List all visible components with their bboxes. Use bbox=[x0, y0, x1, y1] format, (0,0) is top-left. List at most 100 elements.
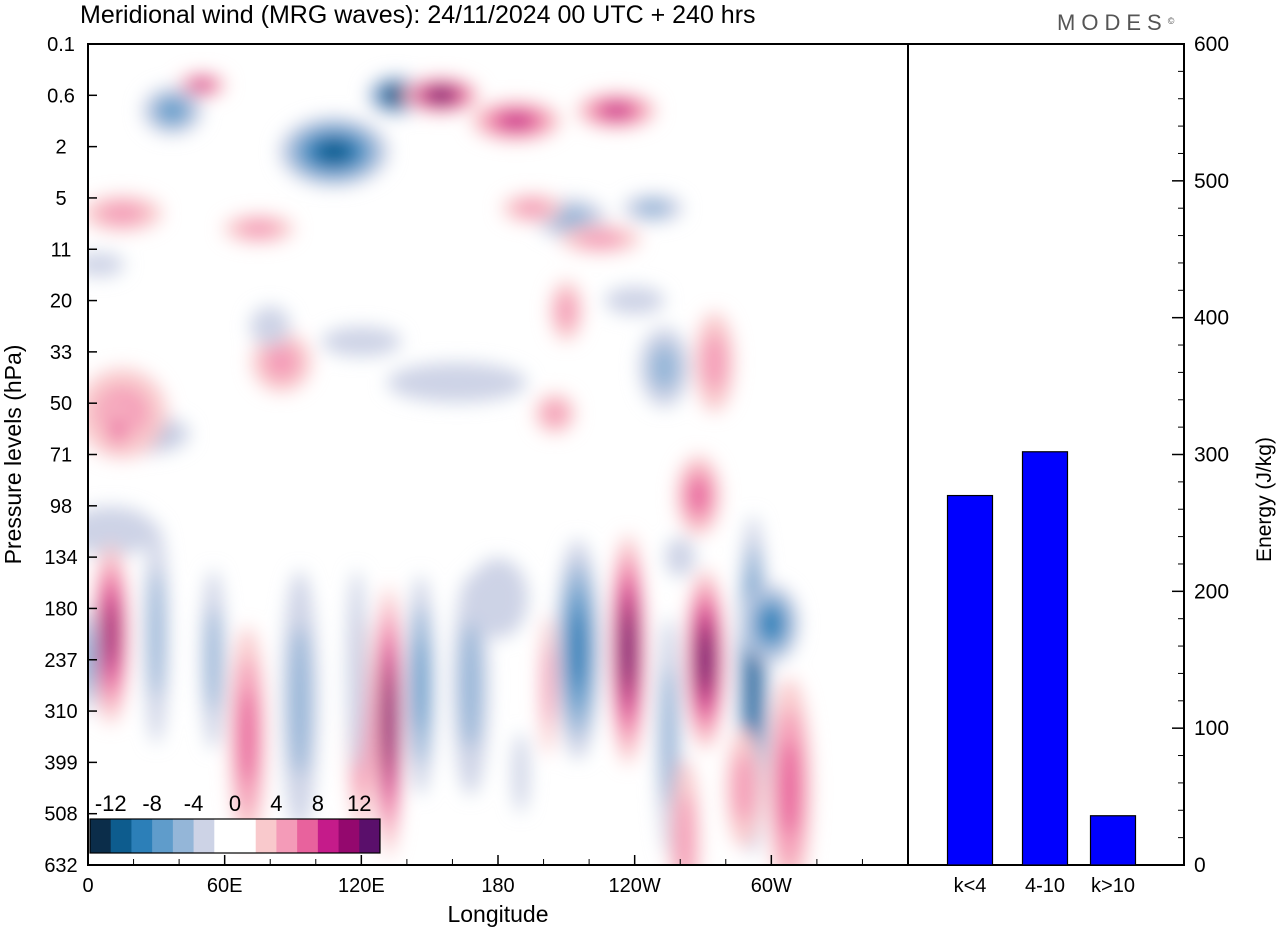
x-tick-label: 0 bbox=[82, 875, 93, 897]
y-tick-label: 632 bbox=[44, 855, 77, 877]
wind-feature bbox=[560, 224, 641, 253]
colorbar-label: -4 bbox=[184, 791, 204, 816]
wind-feature bbox=[665, 537, 696, 578]
bar-category-label: k>10 bbox=[1091, 875, 1135, 897]
contour-band bbox=[665, 537, 696, 578]
contour-band bbox=[321, 326, 402, 357]
heatmap-axes: 0.1 0.6 2 5 11 20 33 50 71 98 134 180 237 310 399 508 63… bbox=[0, 34, 909, 927]
wind-feature bbox=[201, 569, 226, 750]
y-tick-label: 0.1 bbox=[47, 34, 75, 56]
wind-feature bbox=[534, 393, 575, 434]
contour-band bbox=[239, 689, 256, 785]
wind-feature bbox=[92, 544, 129, 725]
colorbar-swatch bbox=[255, 819, 277, 853]
contour-band bbox=[780, 740, 800, 836]
bar-category-label: 4-10 bbox=[1025, 875, 1065, 897]
contour-band bbox=[661, 667, 676, 806]
colorbar-swatch bbox=[235, 819, 257, 853]
colorbar-swatch bbox=[359, 819, 381, 853]
wind-feature bbox=[726, 728, 762, 849]
energy-bar bbox=[1021, 451, 1069, 866]
x-tick-label: 60E bbox=[207, 875, 243, 897]
colorbar-frame bbox=[89, 818, 381, 854]
wind-feature bbox=[767, 678, 812, 865]
heatmap-plot bbox=[88, 44, 908, 865]
wind-feature bbox=[374, 586, 403, 857]
contour-band bbox=[250, 306, 291, 347]
wind-feature bbox=[694, 312, 735, 413]
contour-band bbox=[550, 206, 592, 230]
contour-band bbox=[238, 220, 279, 237]
y-tick-label: 0.6 bbox=[47, 85, 75, 107]
bar-y-axis-label: Energy (J/kg) bbox=[1253, 437, 1276, 562]
y-tick-label: 237 bbox=[44, 650, 77, 672]
contour-band bbox=[499, 113, 533, 129]
wind-feature bbox=[279, 116, 389, 187]
contour-band bbox=[635, 200, 671, 217]
y-tick-label: 180 bbox=[44, 598, 77, 620]
x-tick-label: 120W bbox=[609, 875, 661, 897]
wind-feature bbox=[88, 195, 163, 232]
wind-feature bbox=[177, 73, 226, 98]
bar-y-tick-label: 300 bbox=[1194, 444, 1229, 467]
contour-band bbox=[577, 230, 624, 248]
wind-feature bbox=[403, 77, 480, 114]
bar-y-tick-label: 200 bbox=[1194, 580, 1229, 603]
contour-band bbox=[601, 104, 631, 118]
contour-band bbox=[747, 631, 759, 740]
logo-text: MODES bbox=[1057, 10, 1168, 35]
contour-band bbox=[387, 89, 404, 102]
energy-bar-chart: 0 100 200 300 400 500 600 k<4 4-10 k>10 Energy (J/… bbox=[907, 33, 1276, 897]
contour-band bbox=[649, 344, 679, 391]
wind-feature bbox=[471, 100, 562, 141]
bar-y-tick-label: 600 bbox=[1194, 33, 1229, 56]
colorbar-swatch bbox=[131, 819, 153, 853]
wind-feature bbox=[406, 575, 435, 796]
bar-y-tick-label: 100 bbox=[1194, 717, 1229, 740]
y-tick-label: 11 bbox=[51, 239, 72, 261]
bar-y-tick-label: 0 bbox=[1194, 854, 1206, 877]
contour-band bbox=[429, 90, 453, 101]
modes-logo: MODES© bbox=[1057, 8, 1174, 38]
wind-feature bbox=[550, 280, 583, 341]
y-tick-label: 50 bbox=[50, 393, 72, 415]
wind-feature bbox=[251, 332, 312, 393]
wind-feature bbox=[387, 362, 527, 403]
logo-mark: © bbox=[1167, 16, 1175, 26]
y-tick-label: 399 bbox=[44, 752, 77, 774]
contour-band bbox=[387, 362, 527, 403]
colorbar-swatch bbox=[317, 819, 340, 853]
wind-feature bbox=[639, 327, 690, 408]
wind-feature bbox=[604, 286, 665, 315]
y-axis-label: Pressure levels (hPa) bbox=[0, 345, 26, 565]
colorbar-swatch bbox=[276, 819, 298, 853]
contour-band bbox=[88, 252, 125, 277]
y-tick-label: 508 bbox=[44, 804, 77, 826]
contour-band bbox=[543, 645, 553, 726]
colorbar-swatch bbox=[297, 819, 319, 853]
contour-band bbox=[105, 605, 117, 663]
contour-band bbox=[702, 333, 726, 391]
y-tick-label: 33 bbox=[50, 342, 72, 364]
contour-band bbox=[622, 615, 634, 684]
colorbar-swatch bbox=[110, 819, 132, 853]
contour-band bbox=[414, 637, 427, 734]
energy-bar bbox=[1089, 815, 1137, 866]
wind-feature bbox=[512, 732, 529, 813]
contour-band bbox=[699, 633, 712, 686]
wind-feature bbox=[452, 575, 489, 796]
energy-bar bbox=[946, 494, 994, 866]
bar-category-label: k<4 bbox=[954, 875, 987, 897]
wind-feature bbox=[468, 558, 528, 639]
contour-band bbox=[468, 558, 528, 639]
wind-feature bbox=[555, 539, 600, 760]
contour-band bbox=[316, 140, 352, 163]
wind-feature bbox=[676, 455, 721, 536]
wind-feature bbox=[609, 534, 646, 765]
contour-band bbox=[569, 609, 586, 690]
colorbar: -12 -8 -4 0 4 8 12 bbox=[89, 791, 381, 854]
wind-feature bbox=[250, 306, 291, 347]
contour-band bbox=[264, 344, 299, 380]
contour-band bbox=[676, 793, 694, 865]
